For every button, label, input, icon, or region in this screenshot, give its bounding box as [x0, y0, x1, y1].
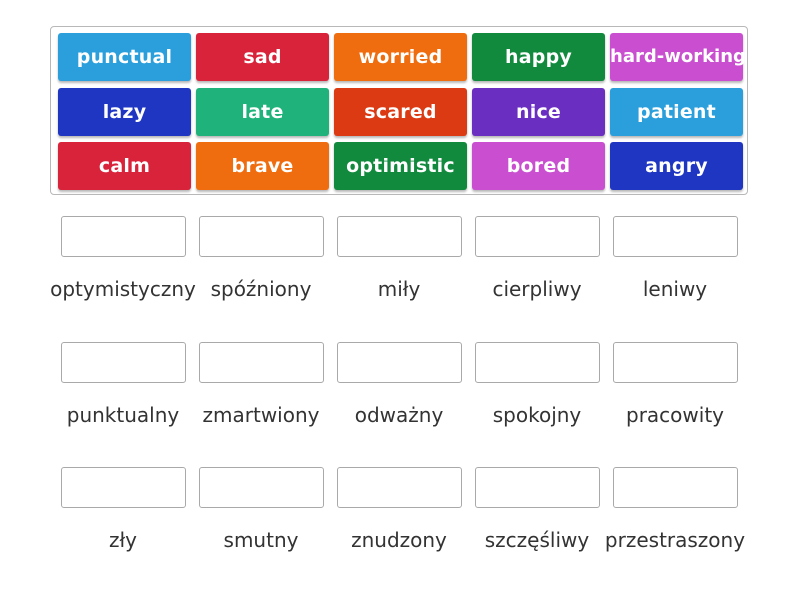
drop-slot[interactable]	[199, 216, 324, 257]
word-tile[interactable]: scared	[334, 88, 467, 136]
target-label: miły	[377, 277, 421, 301]
word-tile[interactable]: hard-working	[610, 33, 746, 81]
word-tile[interactable]: bored	[472, 142, 605, 190]
target-label: szczęśliwy	[484, 528, 590, 552]
word-tile[interactable]: patient	[610, 88, 743, 136]
target-label: leniwy	[642, 277, 708, 301]
drop-slot[interactable]	[337, 467, 462, 508]
target-label: znudzony	[351, 528, 447, 552]
word-tile[interactable]: calm	[58, 142, 191, 190]
target-label: przestraszony	[604, 528, 746, 552]
word-tile[interactable]: late	[196, 88, 329, 136]
drop-slot[interactable]	[337, 216, 462, 257]
word-tile[interactable]: sad	[196, 33, 329, 81]
drop-slot[interactable]	[61, 342, 186, 383]
target-label: zmartwiony	[202, 403, 320, 427]
word-tile[interactable]: lazy	[58, 88, 191, 136]
target-label: spokojny	[492, 403, 582, 427]
drop-slot[interactable]	[613, 467, 738, 508]
word-tile[interactable]: worried	[334, 33, 467, 81]
drop-slot[interactable]	[199, 467, 324, 508]
target-label: zły	[108, 528, 138, 552]
word-tile[interactable]: angry	[610, 142, 743, 190]
target-label: odważny	[354, 403, 444, 427]
drop-slot[interactable]	[613, 216, 738, 257]
drop-slot[interactable]	[475, 216, 600, 257]
word-tile[interactable]: punctual	[58, 33, 191, 81]
drop-slot[interactable]	[475, 467, 600, 508]
target-label: spóźniony	[210, 277, 312, 301]
target-label: optymistyczny	[50, 277, 196, 301]
word-tile[interactable]: happy	[472, 33, 605, 81]
tile-bank: punctual sad worried happy hard-working …	[50, 26, 748, 195]
target-label: cierpliwy	[492, 277, 582, 301]
drop-slot[interactable]	[613, 342, 738, 383]
drop-slot[interactable]	[61, 467, 186, 508]
target-label: pracowity	[626, 403, 724, 427]
target-label: smutny	[223, 528, 299, 552]
drop-slot[interactable]	[61, 216, 186, 257]
drop-slot[interactable]	[337, 342, 462, 383]
target-label: punktualny	[66, 403, 180, 427]
word-tile[interactable]: optimistic	[334, 142, 467, 190]
drop-slot[interactable]	[475, 342, 600, 383]
drop-slot[interactable]	[199, 342, 324, 383]
word-tile[interactable]: nice	[472, 88, 605, 136]
word-tile[interactable]: brave	[196, 142, 329, 190]
